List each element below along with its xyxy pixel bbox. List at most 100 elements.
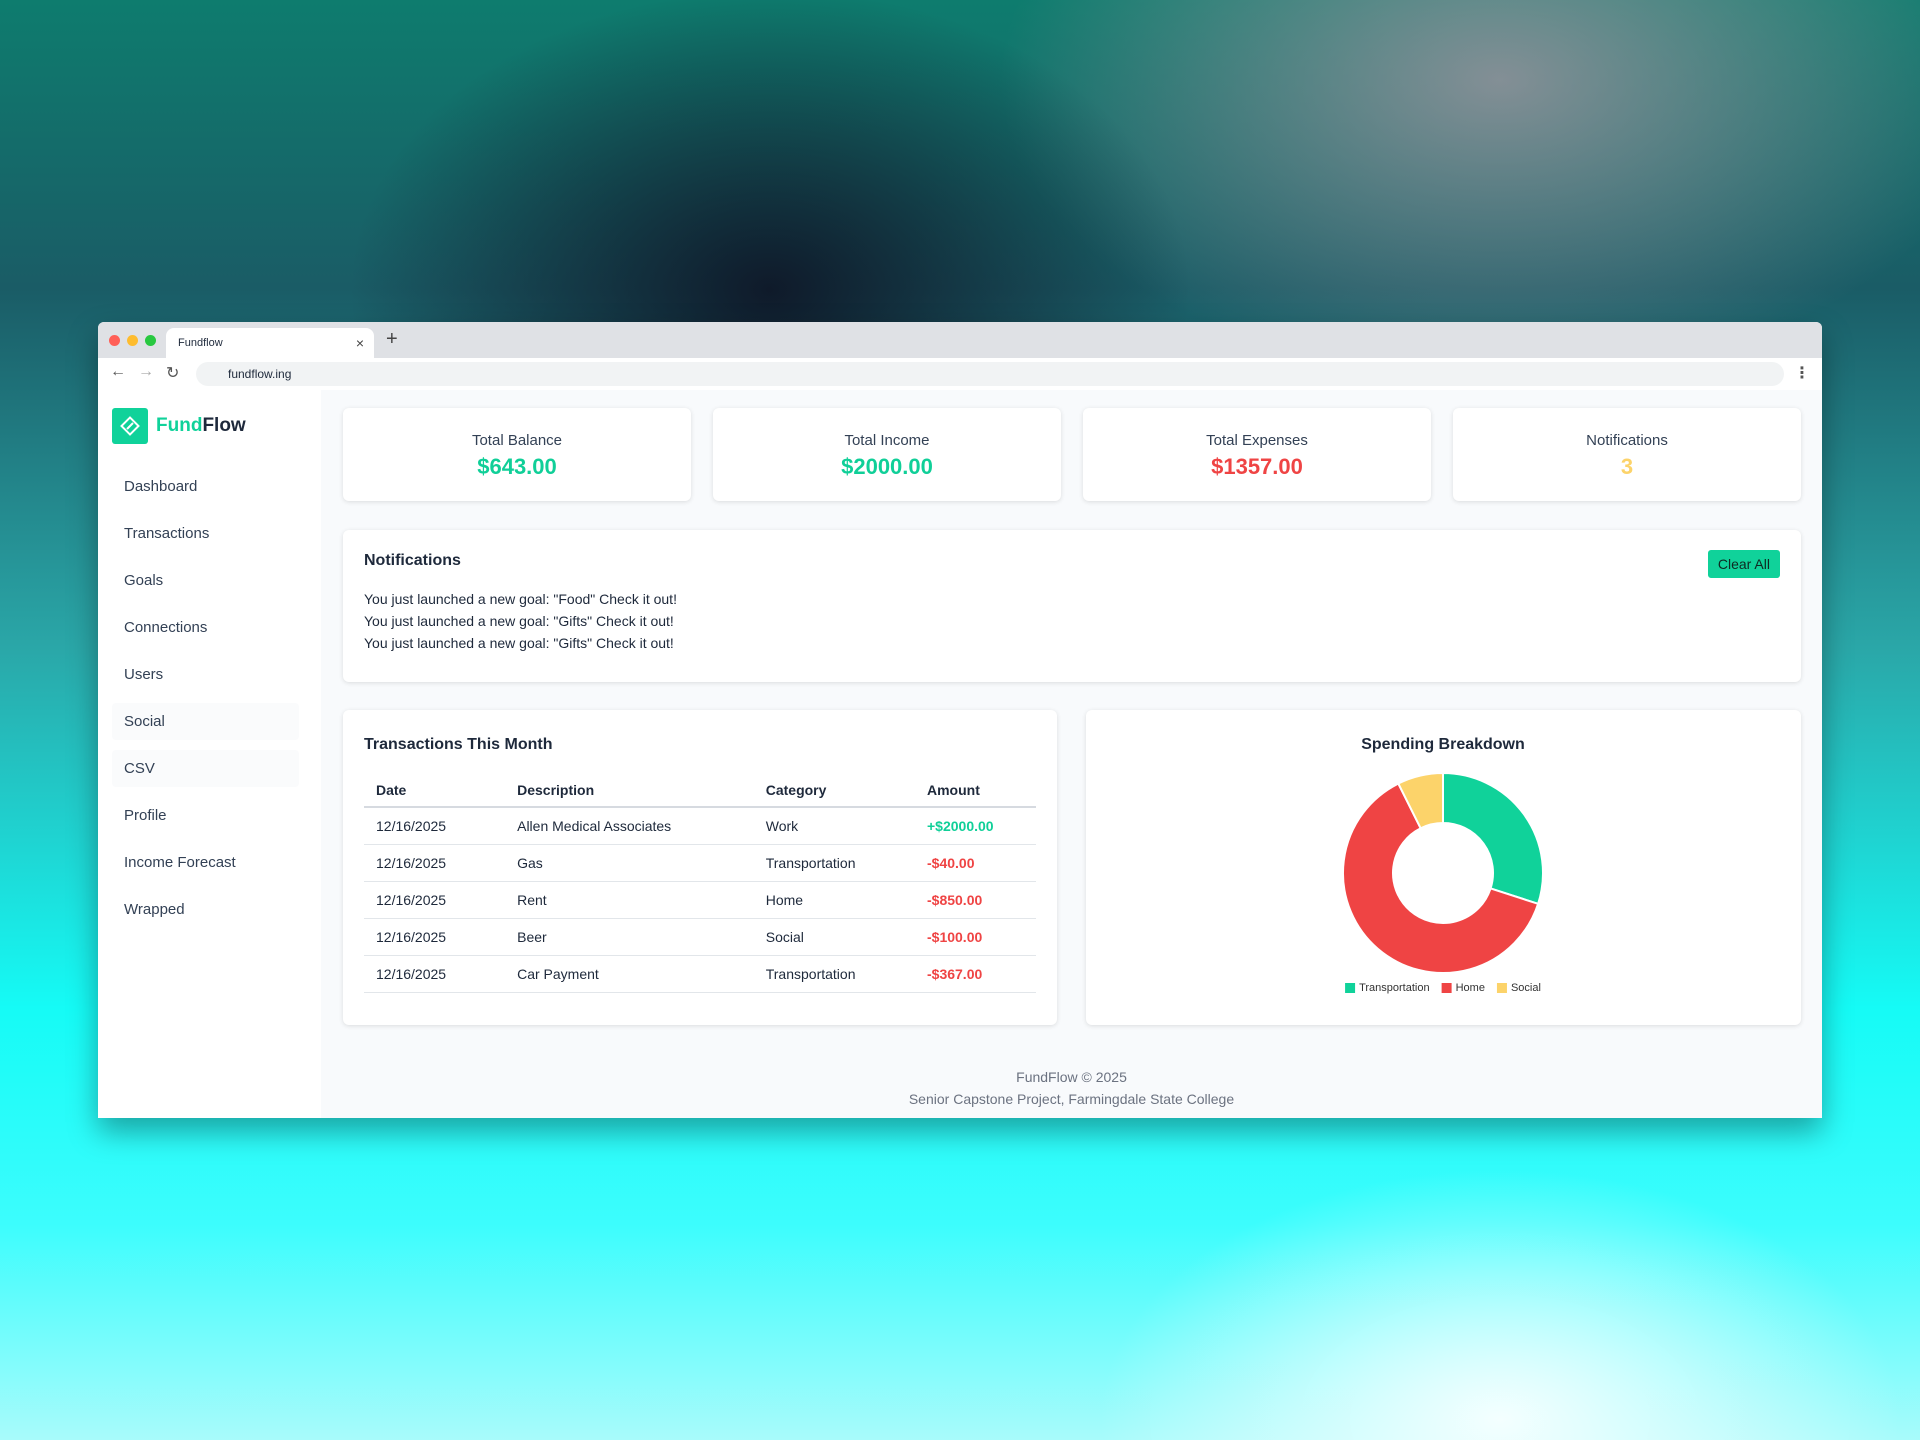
table-cell: Car Payment xyxy=(505,955,754,993)
notification-list: You just launched a new goal: "Food" Che… xyxy=(364,588,1780,654)
logo-flow: Flow xyxy=(202,415,246,436)
column-header: Amount xyxy=(915,774,1036,808)
stat-card: Total Expenses $1357.00 xyxy=(1083,408,1431,501)
stat-value: $643.00 xyxy=(477,454,557,479)
table-cell: -$367.00 xyxy=(915,955,1036,993)
reload[interactable]: ↻ xyxy=(166,365,180,382)
logo-fund: Fund xyxy=(156,415,203,436)
legend-swatch xyxy=(1441,983,1452,993)
logo-glyph xyxy=(120,416,140,436)
transactions-table: Date Description Category Amount 12/16/2025 A… xyxy=(364,774,1036,993)
pie-slice xyxy=(1396,771,1444,830)
nav-item[interactable]: Profile xyxy=(124,807,167,824)
table-cell: Work xyxy=(753,807,915,845)
footer-line: Senior Capstone Project, Farmingdale Sta… xyxy=(908,1091,1235,1107)
tab[interactable]: Fundflow × xyxy=(166,328,374,358)
chart: Spending Breakdown Transportation Home Soc… xyxy=(1342,736,1544,994)
column-header: Date xyxy=(364,774,506,808)
notification: You just launched a new goal: "Gifts" Ch… xyxy=(364,613,674,629)
table-cell: 12/16/2025 xyxy=(364,918,506,956)
table-row: 12/16/2025 Rent Home -$850.00 xyxy=(364,881,1036,919)
transactions-title: Transactions This Month xyxy=(364,736,553,753)
header-row: Date Description Category Amount xyxy=(364,774,1036,808)
menu[interactable]: ⋮ xyxy=(1794,365,1810,382)
column-header: Description xyxy=(505,774,754,808)
stat-value: $2000.00 xyxy=(841,454,933,479)
stat-label: Total Expenses xyxy=(1206,432,1308,449)
nav-item[interactable]: Wrapped xyxy=(124,901,185,918)
nav-item[interactable]: Income Forecast xyxy=(124,854,236,871)
table-cell: 12/16/2025 xyxy=(364,881,506,919)
table-cell: Beer xyxy=(505,918,754,956)
minimize-dot[interactable] xyxy=(127,335,138,346)
tab-bar: Fundflow × + xyxy=(98,322,1822,358)
notification: You just launched a new goal: "Food" Che… xyxy=(364,591,677,607)
legend-label: Transportation xyxy=(1359,982,1430,994)
chart-title: Spending Breakdown xyxy=(1361,736,1525,753)
pie-slice xyxy=(1342,782,1540,974)
footer-line: FundFlow © 2025 xyxy=(1016,1069,1127,1085)
clear-all-button[interactable]: Clear All xyxy=(1707,550,1780,578)
nav-item[interactable]: Dashboard xyxy=(124,478,198,495)
tab-close[interactable]: × xyxy=(355,335,364,351)
nav-item[interactable]: CSV xyxy=(112,750,299,787)
legend-label: Social xyxy=(1511,982,1541,994)
app: Fund Flow Dashboard Transactions Goals Conne… xyxy=(98,390,1822,1118)
browser-window: Fundflow × + ← → ↻ fundflow.ing ⋮ Fund Flo… xyxy=(98,322,1822,1118)
table-cell: Transportation xyxy=(753,844,915,882)
table-cell: -$100.00 xyxy=(915,918,1036,956)
logo-icon xyxy=(112,408,148,444)
nav-item[interactable]: Social xyxy=(112,703,299,740)
back[interactable]: ← xyxy=(110,363,126,380)
stat-card: Total Balance $643.00 xyxy=(343,408,691,501)
table-row: 12/16/2025 Beer Social -$100.00 xyxy=(364,918,1036,956)
notifications-panel: Notifications Clear All You just launche… xyxy=(343,530,1801,682)
bottom-row: Transactions This Month Date Description C… xyxy=(343,710,1801,1025)
notifications-title: Notifications xyxy=(364,552,461,569)
url: fundflow.ing xyxy=(228,367,292,381)
nav-item[interactable]: Goals xyxy=(124,572,164,589)
forward[interactable]: → xyxy=(138,363,154,380)
table-body: 12/16/2025 Allen Medical Associates Work +$… xyxy=(364,807,1036,993)
stat-label: Total Income xyxy=(844,432,930,449)
table-cell: +$2000.00 xyxy=(915,807,1036,845)
footer: FundFlow © 2025 Senior Capstone Project,… xyxy=(321,1066,1822,1110)
new-tab[interactable]: + xyxy=(386,328,398,350)
stat-card: Total Income $2000.00 xyxy=(713,408,1061,501)
table-row: 12/16/2025 Gas Transportation -$40.00 xyxy=(364,844,1036,882)
table-cell: Gas xyxy=(505,844,754,882)
nav-item[interactable]: Connections xyxy=(124,619,208,636)
legend-swatch xyxy=(1345,983,1356,993)
stat-label: Total Balance xyxy=(471,432,563,449)
stat-label: Notifications xyxy=(1586,432,1668,449)
main: Total Balance $643.00 Total Income $2000.00… xyxy=(321,390,1822,1118)
stat-value: $1357.00 xyxy=(1211,454,1303,479)
table-cell: Allen Medical Associates xyxy=(505,807,754,845)
table-cell: Rent xyxy=(505,881,754,919)
tab-title: Fundflow xyxy=(178,337,223,349)
url-field[interactable]: fundflow.ing xyxy=(196,362,1784,386)
table-cell: -$40.00 xyxy=(915,844,1036,882)
pie-slice xyxy=(1442,771,1544,906)
address-bar: ← → ↻ fundflow.ing ⋮ xyxy=(98,358,1822,391)
legend-label: Home xyxy=(1456,982,1485,994)
transactions-panel: Transactions This Month Date Description C… xyxy=(343,710,1057,1025)
table-cell: -$850.00 xyxy=(915,881,1036,919)
logo[interactable]: Fund Flow xyxy=(112,408,246,444)
legend-swatch xyxy=(1496,983,1507,993)
nav-item[interactable]: Transactions xyxy=(124,525,210,542)
stats: Total Balance $643.00 Total Income $2000.00… xyxy=(343,408,1801,501)
stat-value: 3 xyxy=(1620,454,1634,479)
table-row: 12/16/2025 Car Payment Transportation -$367… xyxy=(364,955,1036,993)
table-cell: 12/16/2025 xyxy=(364,844,506,882)
notification: You just launched a new goal: "Gifts" Ch… xyxy=(364,635,674,651)
maximize-dot[interactable] xyxy=(145,335,156,346)
chart-panel: Spending Breakdown Transportation Home Soc… xyxy=(1086,710,1801,1025)
nav-item[interactable]: Users xyxy=(124,666,164,683)
column-header: Category xyxy=(753,774,915,808)
nav: Dashboard Transactions Goals Connections Use… xyxy=(112,468,299,938)
table-cell: Transportation xyxy=(753,955,915,993)
close-dot[interactable] xyxy=(109,335,120,346)
